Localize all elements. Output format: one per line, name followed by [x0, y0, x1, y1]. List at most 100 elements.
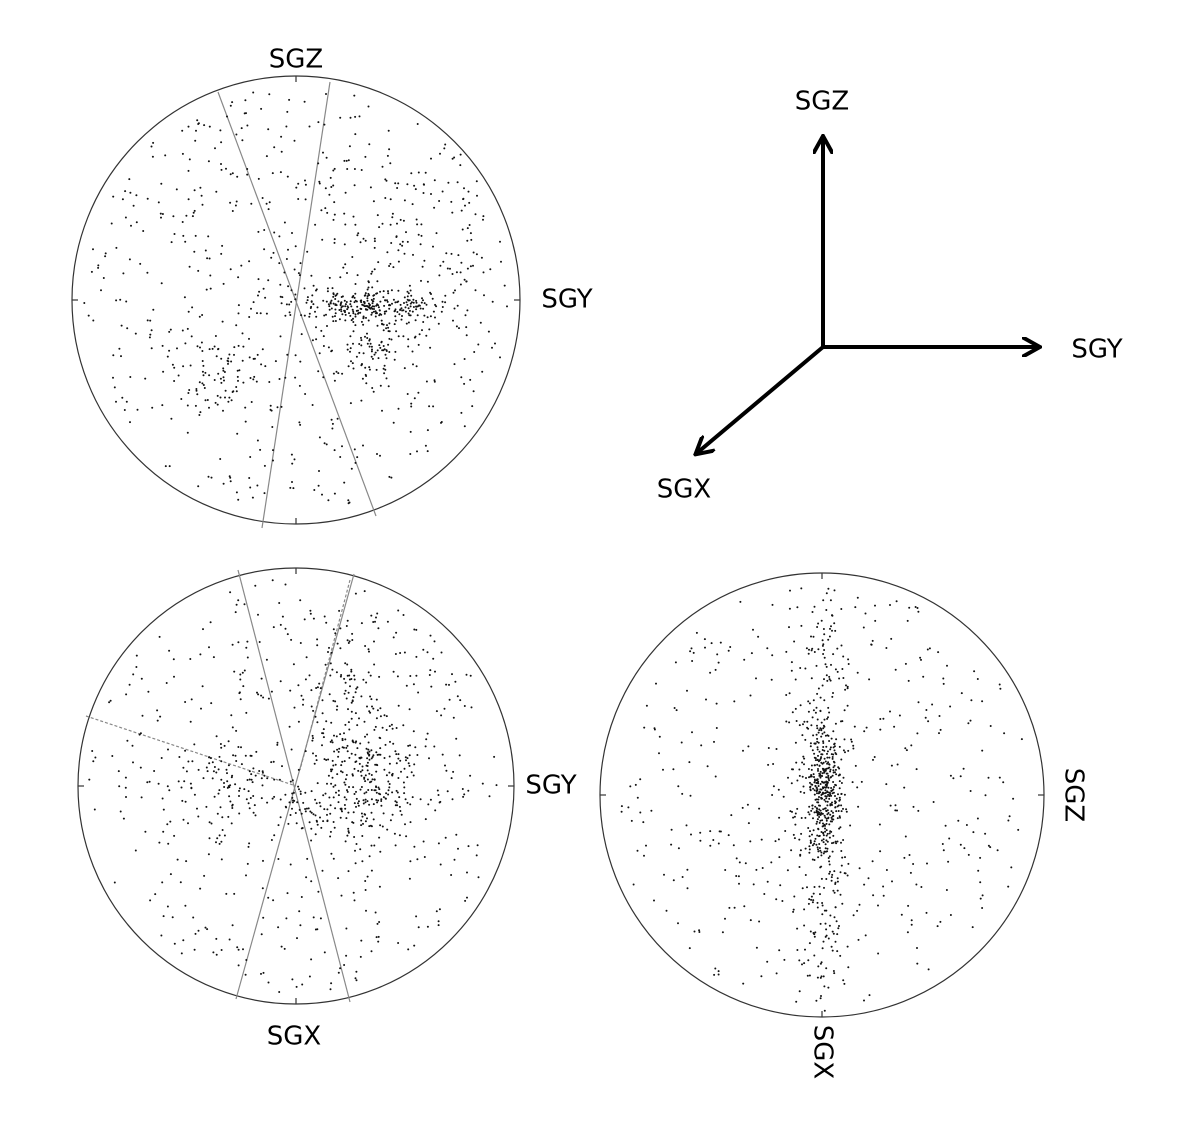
galaxy-dot [316, 823, 319, 826]
galaxy-dot [146, 781, 149, 784]
galaxy-dot [812, 709, 815, 712]
galaxy-dot [860, 780, 863, 783]
galaxy-dot [825, 909, 828, 912]
galaxy-dot [414, 335, 417, 338]
galaxy-dot [358, 343, 361, 345]
galaxy-dot [344, 305, 347, 308]
galaxy-dot [184, 904, 187, 907]
galaxy-dot [333, 379, 336, 382]
galaxy-dot [207, 475, 210, 478]
galaxy-dot [426, 429, 429, 432]
galaxy-dot [168, 330, 171, 333]
galaxy-dot [813, 811, 816, 814]
galaxy-dot [332, 857, 335, 860]
galaxy-dot [802, 723, 804, 726]
galaxy-dot [360, 399, 363, 402]
galaxy-dot [685, 824, 688, 827]
galaxy-dot [432, 310, 435, 313]
galaxy-dot [816, 818, 819, 821]
galaxy-dot [241, 359, 244, 362]
galaxy-dot [241, 671, 244, 674]
galaxy-dot [820, 794, 823, 796]
galaxy-dot [420, 234, 423, 237]
galaxy-dot [345, 774, 348, 776]
galaxy-dot [349, 303, 352, 306]
galaxy-dot [332, 628, 335, 631]
galaxy-dot [440, 651, 443, 654]
galaxy-dot [853, 725, 856, 728]
galaxy-dot [173, 233, 176, 235]
galaxy-dot [831, 774, 834, 777]
galaxy-dot [354, 862, 357, 865]
galaxy-dot [276, 406, 279, 409]
galaxy-dot [377, 261, 380, 264]
galaxy-dot [389, 819, 392, 822]
galaxy-dot [689, 650, 692, 653]
galaxy-dot [827, 817, 830, 820]
galaxy-dot [389, 304, 392, 307]
galaxy-dot [267, 128, 270, 131]
galaxy-dot [371, 286, 374, 289]
galaxy-dot [836, 670, 839, 673]
galaxy-dot [88, 778, 91, 781]
galaxy-dot [227, 360, 230, 363]
right-label: SGZ [1059, 768, 1089, 822]
galaxy-dot [366, 875, 369, 878]
galaxy-dot [941, 843, 944, 845]
galaxy-dot [344, 778, 347, 781]
galaxy-dot [650, 809, 653, 812]
galaxy-dot [376, 801, 379, 804]
galaxy-dot [228, 795, 231, 798]
galaxy-dot [358, 351, 361, 354]
galaxy-dot [796, 927, 799, 930]
galaxy-dot [383, 310, 386, 313]
galaxy-dot [247, 790, 250, 793]
galaxy-dot [452, 291, 455, 294]
galaxy-dot [817, 848, 819, 851]
galaxy-dot [202, 628, 204, 631]
galaxy-dot [836, 840, 839, 843]
galaxy-dot [182, 939, 185, 942]
galaxy-dot [891, 880, 893, 883]
galaxy-dot [828, 675, 831, 678]
galaxy-dot [372, 390, 375, 393]
galaxy-dot [643, 726, 646, 729]
galaxy-dot [166, 355, 169, 358]
galaxy-dot [785, 720, 788, 723]
galaxy-dot [257, 177, 260, 180]
galaxy-dot [208, 348, 211, 351]
galaxy-dot [205, 766, 208, 769]
galaxy-dot [828, 823, 831, 826]
galaxy-dot [870, 643, 873, 646]
galaxy-dot [132, 204, 135, 207]
galaxy-dot [438, 200, 441, 202]
galaxy-dot [818, 813, 821, 816]
galaxy-dot [792, 833, 795, 836]
galaxy-dot [830, 787, 833, 789]
galaxy-dot [345, 927, 348, 930]
galaxy-dot [408, 314, 411, 317]
galaxy-dot [824, 850, 827, 853]
galaxy-dot [188, 158, 191, 161]
galaxy-dot [924, 716, 927, 719]
galaxy-dot [354, 115, 357, 118]
galaxy-dot [812, 699, 815, 702]
galaxy-dot [865, 726, 868, 729]
galaxy-dot [690, 833, 692, 836]
galaxy-dot [287, 248, 289, 251]
galaxy-dot [333, 201, 336, 204]
galaxy-dot [340, 308, 343, 311]
galaxy-dot [340, 894, 343, 897]
galaxy-dot [827, 638, 830, 641]
galaxy-dot [396, 311, 399, 313]
galaxy-dot [806, 886, 808, 889]
galaxy-dot [187, 822, 189, 825]
galaxy-dot [363, 813, 366, 816]
galaxy-dot [816, 737, 819, 740]
galaxy-dot [122, 817, 125, 820]
galaxy-dot [364, 774, 367, 777]
galaxy-dot [216, 837, 219, 840]
galaxy-dot [361, 815, 364, 818]
galaxy-dot [352, 342, 354, 345]
panel-sgy-sgz: SGZ SGY [71, 45, 593, 529]
